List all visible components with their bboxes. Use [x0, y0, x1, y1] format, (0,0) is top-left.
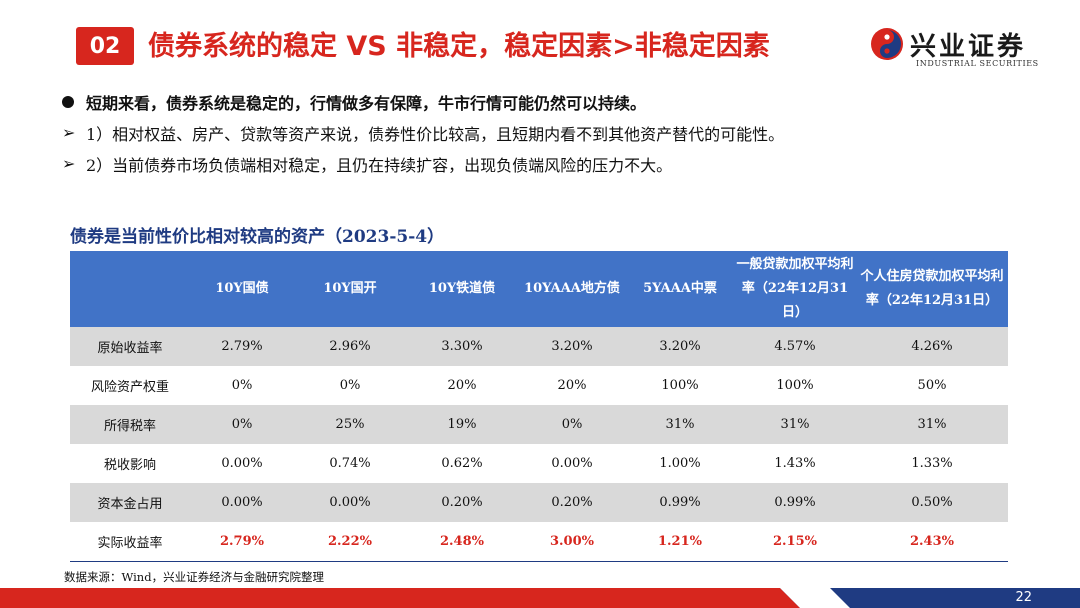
- table-cell: 3.20%: [518, 327, 626, 366]
- table-cell: 0.20%: [518, 483, 626, 522]
- slide-header: 02 债券系统的稳定 VS 非稳定，稳定因素>非稳定因素 兴业证券 INDUST…: [0, 0, 1080, 76]
- table-cell: 2.43%: [856, 522, 1008, 562]
- column-header: 10Y铁道债: [406, 251, 518, 327]
- table-cell: 0.99%: [626, 483, 734, 522]
- table-cell: 2.79%: [190, 327, 294, 366]
- logo-icon: [871, 28, 903, 60]
- table-header-row: 10Y国债 10Y国开 10Y铁道债 10YAAA地方债 5YAAA中票 一般贷…: [70, 251, 1008, 327]
- table-cell: 1.21%: [626, 522, 734, 562]
- table-row: 税收影响 0.00% 0.74% 0.62% 0.00% 1.00% 1.43%…: [70, 444, 1008, 483]
- table-cell: 100%: [776, 378, 814, 393]
- table-cell: 20%: [557, 378, 587, 393]
- table-cell: 0.00%: [551, 456, 593, 471]
- table-cell: 2.22%: [294, 522, 406, 562]
- table-cell: 0%: [518, 405, 626, 444]
- table-cell: 2.48%: [406, 522, 518, 562]
- table-cell: 4.26%: [856, 327, 1008, 366]
- table-cell: 0.00%: [221, 456, 263, 471]
- table-row: 原始收益率 2.79% 2.96% 3.30% 3.20% 3.20% 4.57…: [70, 327, 1008, 366]
- bullet-text: 短期来看，债券系统是稳定的，行情做多有保障，牛市行情可能仍然可以持续。: [86, 94, 647, 113]
- table-cell: 0.50%: [856, 483, 1008, 522]
- logo-chinese-name: 兴业证券: [910, 32, 1027, 62]
- bullet-item: ➢ 2）当前债券市场负债端相对稳定，且仍在持续扩容，出现负债端风险的压力不大。: [62, 152, 1042, 183]
- section-number-badge: 02: [76, 27, 134, 65]
- row-label: 风险资产权重: [90, 380, 169, 395]
- row-label: 原始收益率: [70, 327, 190, 366]
- table-cell: 100%: [661, 378, 699, 393]
- table-row: 实际收益率 2.79% 2.22% 2.48% 3.00% 1.21% 2.15…: [70, 522, 1008, 562]
- table-cell: 1.43%: [774, 456, 816, 471]
- table-cell: 0.74%: [329, 456, 371, 471]
- table-cell: 0%: [339, 378, 361, 393]
- column-header: 10Y国开: [294, 251, 406, 327]
- column-header: 5YAAA中票: [626, 251, 734, 327]
- table-cell: 3.20%: [626, 327, 734, 366]
- row-label: 税收影响: [103, 458, 156, 473]
- column-header: 10YAAA地方债: [518, 251, 626, 327]
- bullet-text: 2）当前债券市场负债端相对稳定，且仍在持续扩容，出现负债端风险的压力不大。: [86, 156, 673, 175]
- table-cell: 2.15%: [734, 522, 856, 562]
- yield-comparison-table: 10Y国债 10Y国开 10Y铁道债 10YAAA地方债 5YAAA中票 一般贷…: [70, 251, 1008, 562]
- table-cell: 0%: [190, 405, 294, 444]
- table-cell: 31%: [856, 405, 1008, 444]
- table-cell: 3.00%: [518, 522, 626, 562]
- table-cell: 0.20%: [406, 483, 518, 522]
- table-cell: 2.96%: [294, 327, 406, 366]
- arrow-bullet-icon: ➢: [62, 154, 76, 173]
- table-cell: 0.00%: [190, 483, 294, 522]
- row-label: 资本金占用: [70, 483, 190, 522]
- table-cell: 31%: [626, 405, 734, 444]
- table-cell: 2.79%: [190, 522, 294, 562]
- row-label: 所得税率: [70, 405, 190, 444]
- table-cell: 31%: [734, 405, 856, 444]
- slide-title: 债券系统的稳定 VS 非稳定，稳定因素>非稳定因素: [148, 31, 770, 62]
- table-cell: 0.62%: [441, 456, 483, 471]
- table-cell: 25%: [294, 405, 406, 444]
- data-source-note: 数据来源：Wind，兴业证券经济与金融研究院整理: [64, 570, 325, 584]
- column-header: 个人住房贷款加权平均利率（22年12月31日）: [856, 251, 1008, 327]
- table-cell: 19%: [406, 405, 518, 444]
- table-cell: 0.00%: [294, 483, 406, 522]
- table-row: 所得税率 0% 25% 19% 0% 31% 31% 31%: [70, 405, 1008, 444]
- logo-english-name: INDUSTRIAL SECURITIES: [916, 59, 1039, 68]
- footer-band: [0, 588, 1080, 608]
- arrow-bullet-icon: ➢: [62, 123, 76, 142]
- table-cell: 0.99%: [734, 483, 856, 522]
- table-cell: 50%: [917, 378, 947, 393]
- table-title: 债券是当前性价比相对较高的资产（2023-5-4）: [70, 227, 445, 247]
- table-row: 风险资产权重 0% 0% 20% 20% 100% 100% 50%: [70, 366, 1008, 405]
- table-cell: 20%: [447, 378, 477, 393]
- table-row: 资本金占用 0.00% 0.00% 0.20% 0.20% 0.99% 0.99…: [70, 483, 1008, 522]
- bullet-item: 短期来看，债券系统是稳定的，行情做多有保障，牛市行情可能仍然可以持续。: [62, 90, 1042, 121]
- column-header: [70, 251, 190, 327]
- company-logo: 兴业证券 INDUSTRIAL SECURITIES: [870, 24, 1060, 72]
- bullet-dot-icon: [62, 96, 74, 108]
- table-cell: 3.30%: [406, 327, 518, 366]
- column-header: 10Y国债: [190, 251, 294, 327]
- page-number: 22: [1015, 590, 1032, 605]
- bullet-item: ➢ 1）相对权益、房产、贷款等资产来说，债券性价比较高，且短期内看不到其他资产替…: [62, 121, 1042, 152]
- table-cell: 1.33%: [911, 456, 953, 471]
- bullet-text: 1）相对权益、房产、贷款等资产来说，债券性价比较高，且短期内看不到其他资产替代的…: [86, 125, 785, 144]
- bullet-list: 短期来看，债券系统是稳定的，行情做多有保障，牛市行情可能仍然可以持续。 ➢ 1）…: [62, 90, 1042, 183]
- column-header: 一般贷款加权平均利率（22年12月31日）: [734, 251, 856, 327]
- table-cell: 4.57%: [734, 327, 856, 366]
- row-label: 实际收益率: [70, 522, 190, 562]
- table-cell: 1.00%: [659, 456, 701, 471]
- table-cell: 0%: [231, 378, 253, 393]
